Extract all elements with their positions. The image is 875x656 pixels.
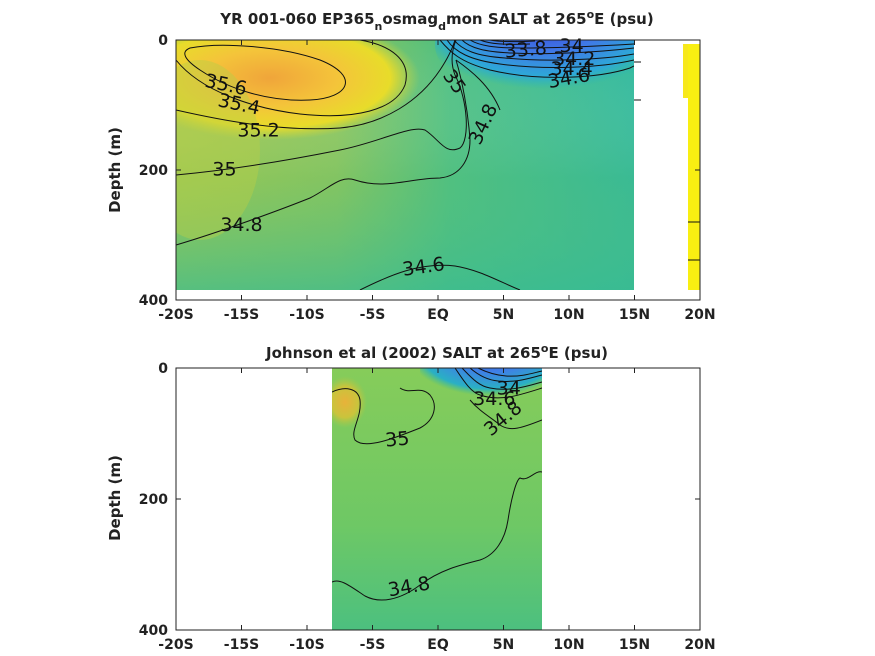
top-contour-fresh-1 <box>439 40 634 78</box>
top-contour-fresh-3 <box>453 40 634 61</box>
top-y-ticks: 0 200 400 <box>139 33 700 309</box>
top-contour-label: 35.2 <box>237 120 279 142</box>
top-edge-strip-b <box>688 44 700 290</box>
top-contour-fresh-2 <box>446 40 634 68</box>
top-ylabel: Depth (m) <box>106 127 124 213</box>
bottom-contour-label: 35 <box>384 428 410 452</box>
bottom-contour-34p8-upper <box>469 399 542 430</box>
top-contour-35p6 <box>184 44 346 101</box>
top-no-data-region <box>631 40 700 300</box>
bottom-x-tick-label: 10N <box>553 637 584 653</box>
top-x-tick-label: -20S <box>158 307 193 323</box>
bottom-ylabel: Depth (m) <box>106 455 124 541</box>
top-contour-35p2 <box>176 40 456 130</box>
bottom-contour-label: 34 <box>497 377 521 399</box>
top-title-prefix: YR 001-060 EP365 <box>219 10 374 28</box>
top-field-west-high <box>176 60 260 240</box>
bottom-y-tick-label: 400 <box>139 623 168 639</box>
bottom-contour-fresh-4 <box>477 368 542 377</box>
top-contour-fresh-6 <box>479 40 531 45</box>
top-x-tick-label: -5S <box>360 307 386 323</box>
bottom-contour-34p8-low <box>332 471 542 601</box>
bottom-x-tick-label: -20S <box>158 637 193 653</box>
bottom-x-ticks: -20S -15S -10S -5S EQ 5N 10N 15N 20N <box>158 368 716 653</box>
bottom-y-tick-label: 200 <box>139 492 168 508</box>
top-field <box>176 40 634 290</box>
top-field-salinity-max <box>176 40 420 140</box>
bottom-x-tick-label: EQ <box>427 637 449 653</box>
top-x-tick-label: 10N <box>553 307 584 323</box>
top-x-tick-label: 5N <box>493 307 514 323</box>
top-y-tick-label: 400 <box>139 293 168 309</box>
top-x-tick-label: -15S <box>224 307 259 323</box>
top-contour-label: 35 <box>212 159 236 181</box>
top-title-tail: E (psu) <box>594 10 654 28</box>
top-title-mid: osmag <box>382 10 438 28</box>
top-contour-label: 33.8 <box>504 37 548 63</box>
bottom-x-tick-label: -5S <box>360 637 386 653</box>
top-contour-34p8-east <box>455 59 501 111</box>
bottom-contour-fresh-2 <box>461 368 542 390</box>
bottom-x-tick-label: 5N <box>493 637 514 653</box>
bottom-contours <box>332 368 542 601</box>
top-contour-35 <box>176 40 467 176</box>
bottom-title: Johnson et al (2002) SALT at 265oE (psu) <box>265 342 608 362</box>
top-contour-label: 34.2 <box>553 48 595 70</box>
bottom-y-tick-label: 0 <box>158 361 168 377</box>
top-y-tick-label: 0 <box>158 33 168 49</box>
top-contour-fresh-5 <box>469 40 634 49</box>
top-contour-34p8-west <box>176 59 471 246</box>
top-title-sub1: n <box>375 20 383 33</box>
top-title-sub2: d <box>438 20 446 33</box>
top-x-tick-label: 15N <box>619 307 650 323</box>
bottom-y-ticks: 0 200 400 <box>139 361 700 639</box>
bottom-contour-label: 34.6 <box>473 388 515 410</box>
top-title-sup: o <box>587 8 595 21</box>
bottom-title-prefix: Johnson et al (2002) SALT at 265 <box>265 344 541 362</box>
top-contour-35p4 <box>176 40 407 117</box>
panel-bottom: Johnson et al (2002) SALT at 265oE (psu)… <box>106 342 716 653</box>
panel-top: YR 001-060 EP365nosmagdmon SALT at 265oE… <box>106 8 716 323</box>
bottom-contour-fresh-1 <box>454 368 542 399</box>
bottom-field <box>332 368 542 630</box>
top-x-ticks: -20S -15S -10S -5S EQ 5N 10N 15N 20N <box>158 40 716 323</box>
top-x-tick-label: -10S <box>289 307 324 323</box>
top-title: YR 001-060 EP365nosmagdmon SALT at 265oE… <box>219 8 653 33</box>
top-title-suffix: mon SALT at 265 <box>446 10 587 28</box>
bottom-x-tick-label: 15N <box>619 637 650 653</box>
top-y-tick-label: 200 <box>139 163 168 179</box>
bottom-contour-35 <box>332 387 435 445</box>
bottom-x-tick-label: 20N <box>684 637 715 653</box>
bottom-contour-fresh-3 <box>469 368 542 382</box>
top-contour-34p6 <box>359 264 521 290</box>
bottom-x-tick-label: -10S <box>289 637 324 653</box>
bottom-x-tick-label: -15S <box>224 637 259 653</box>
top-x-tick-label: 20N <box>684 307 715 323</box>
top-contour-label: 34.4 <box>550 58 592 80</box>
top-contour-label: 34.8 <box>220 214 262 236</box>
top-edge-strip-a <box>683 44 688 98</box>
bottom-title-tail: E (psu) <box>548 344 608 362</box>
top-contours <box>176 40 634 290</box>
bottom-field-base <box>332 368 542 630</box>
bottom-field-fresh-pool <box>420 368 542 412</box>
bottom-title-sup: o <box>541 342 549 355</box>
top-x-tick-label: EQ <box>427 307 449 323</box>
top-contour-fresh-4 <box>461 40 634 55</box>
